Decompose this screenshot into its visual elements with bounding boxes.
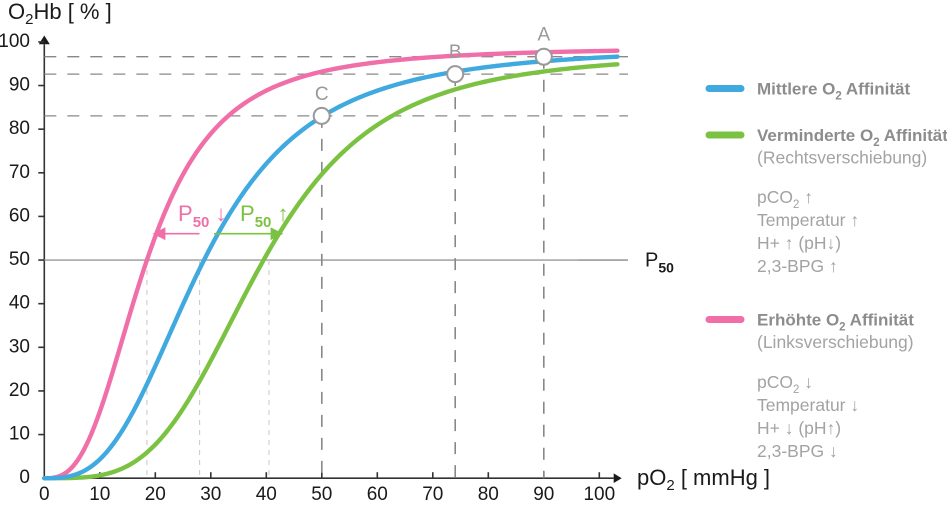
svg-text:0: 0	[39, 484, 50, 505]
svg-text:O2Hb [ % ]: O2Hb [ % ]	[8, 0, 112, 28]
svg-text:Verminderte O2 Affinität: Verminderte O2 Affinität	[757, 126, 947, 149]
svg-text:0: 0	[19, 467, 30, 488]
svg-text:40: 40	[256, 484, 277, 505]
svg-text:Mittlere O2 Affinität: Mittlere O2 Affinität	[757, 80, 910, 103]
svg-text:80: 80	[478, 484, 499, 505]
svg-text:90: 90	[533, 484, 554, 505]
svg-text:H+ ↓ (pH↑): H+ ↓ (pH↑)	[757, 418, 841, 438]
svg-text:100: 100	[583, 484, 615, 505]
svg-text:H+ ↑ (pH↓): H+ ↑ (pH↓)	[757, 233, 841, 253]
svg-text:Temperatur ↑: Temperatur ↑	[757, 210, 859, 230]
svg-text:pO2 [ mmHg ]: pO2 [ mmHg ]	[637, 465, 770, 494]
svg-text:30: 30	[9, 336, 30, 357]
svg-text:10: 10	[89, 484, 110, 505]
svg-text:80: 80	[9, 118, 30, 139]
svg-text:30: 30	[200, 484, 221, 505]
svg-text:20: 20	[145, 484, 166, 505]
svg-text:50: 50	[311, 484, 332, 505]
svg-text:20: 20	[9, 380, 30, 401]
svg-text:P50: P50	[645, 250, 674, 276]
svg-text:P50 ↓: P50 ↓	[178, 201, 227, 231]
svg-text:70: 70	[422, 484, 443, 505]
svg-text:C: C	[315, 84, 329, 105]
svg-text:90: 90	[9, 75, 30, 96]
svg-text:Temperatur ↓: Temperatur ↓	[757, 395, 859, 415]
svg-text:60: 60	[9, 205, 30, 226]
svg-text:pCO2 ↑: pCO2 ↑	[757, 187, 813, 211]
svg-text:40: 40	[9, 293, 30, 314]
svg-text:A: A	[537, 25, 550, 46]
svg-text:50: 50	[9, 249, 30, 270]
svg-text:(Rechtsverschiebung): (Rechtsverschiebung)	[757, 148, 927, 168]
svg-text:B: B	[449, 42, 462, 63]
svg-text:60: 60	[367, 484, 388, 505]
svg-text:2,3-BPG ↑: 2,3-BPG ↑	[757, 256, 838, 276]
svg-text:(Linksverschiebung): (Linksverschiebung)	[757, 332, 914, 352]
svg-text:Erhöhte O2 Affinität: Erhöhte O2 Affinität	[757, 311, 914, 334]
svg-text:pCO2 ↓: pCO2 ↓	[757, 372, 813, 396]
svg-text:10: 10	[9, 424, 30, 445]
svg-text:2,3-BPG ↓: 2,3-BPG ↓	[757, 441, 838, 461]
svg-text:100: 100	[0, 31, 30, 52]
svg-text:70: 70	[9, 162, 30, 183]
